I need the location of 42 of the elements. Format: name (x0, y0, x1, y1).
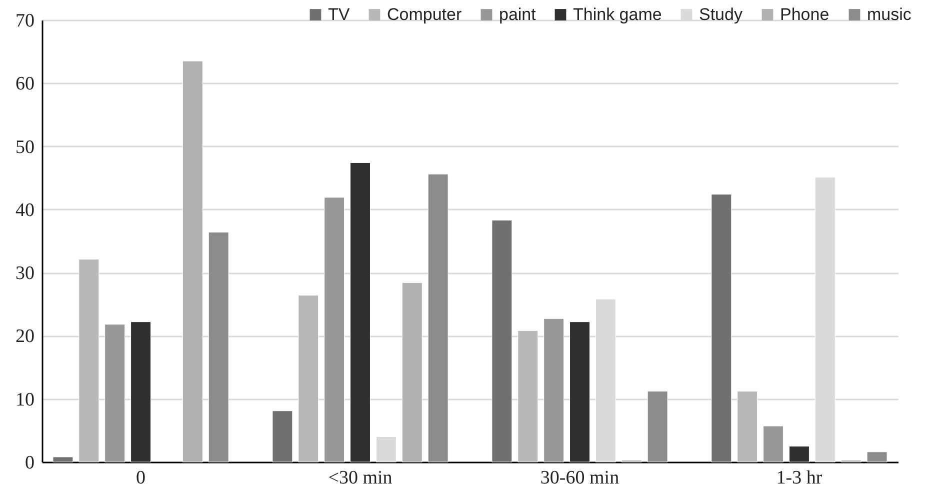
x-tick-label: 30-60 min (540, 468, 620, 488)
y-tick-label: 60 (16, 74, 34, 95)
bar (78, 259, 100, 462)
bar (866, 452, 888, 462)
bar (130, 322, 152, 462)
bar (402, 282, 422, 462)
x-tick-label: 0 (136, 468, 146, 488)
bar (208, 232, 229, 462)
bar (104, 324, 126, 462)
y-tick-label: 40 (16, 200, 34, 221)
bar (324, 197, 345, 462)
bar (647, 391, 668, 462)
legend-label: Study (699, 4, 743, 24)
legend-label: TV (328, 4, 350, 24)
bar (737, 391, 758, 462)
bar (298, 295, 319, 462)
bar (492, 220, 512, 462)
bar (570, 322, 590, 462)
legend-label: Think game (573, 4, 662, 24)
bar (350, 162, 370, 462)
bar (376, 436, 396, 462)
x-tick-label: <30 min (328, 468, 393, 488)
bar (518, 330, 538, 462)
y-tick-label: 30 (16, 263, 34, 284)
bar (52, 456, 74, 462)
bar (428, 174, 448, 462)
y-tick-label: 10 (16, 389, 34, 410)
bar (763, 426, 784, 462)
legend-label: Computer (387, 4, 462, 24)
y-tick-label: 0 (25, 452, 34, 474)
x-tick-label: 1-3 hr (776, 468, 823, 488)
legend-label: paint (499, 4, 536, 24)
bar (711, 194, 732, 462)
bar (272, 410, 293, 462)
y-tick-label: 20 (16, 326, 34, 348)
y-tick-label: 50 (16, 136, 34, 158)
bar (182, 60, 203, 462)
bar (544, 318, 564, 462)
legend-label: music (867, 4, 912, 24)
bar (788, 446, 810, 462)
y-tick-label: 70 (16, 10, 34, 32)
legend-label: Phone (780, 4, 830, 24)
